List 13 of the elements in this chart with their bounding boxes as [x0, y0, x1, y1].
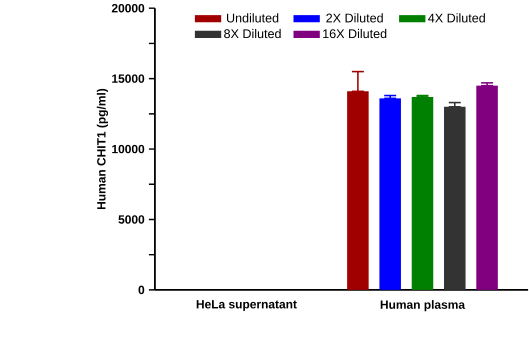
y-tick-label: 5000: [118, 215, 144, 224]
y-tick-label: 10000: [112, 144, 144, 154]
legend-label: 4X Diluted: [428, 13, 485, 22]
y-tick-label: 15000: [112, 74, 144, 83]
y-axis-title: Human CHIT1 (pg/ml): [96, 88, 108, 209]
x-tick-label: HeLa supernatant: [196, 300, 297, 311]
y-tick-label: 0: [138, 285, 144, 294]
legend-label: Undiluted: [227, 13, 278, 22]
legend-label: 8X Diluted: [224, 28, 281, 38]
legend-label: 2X Diluted: [326, 13, 383, 22]
y-tick-label: 20000: [112, 4, 144, 12]
x-tick-label: Human plasma: [380, 300, 466, 312]
legend-label: 16X Diluted: [323, 28, 386, 38]
